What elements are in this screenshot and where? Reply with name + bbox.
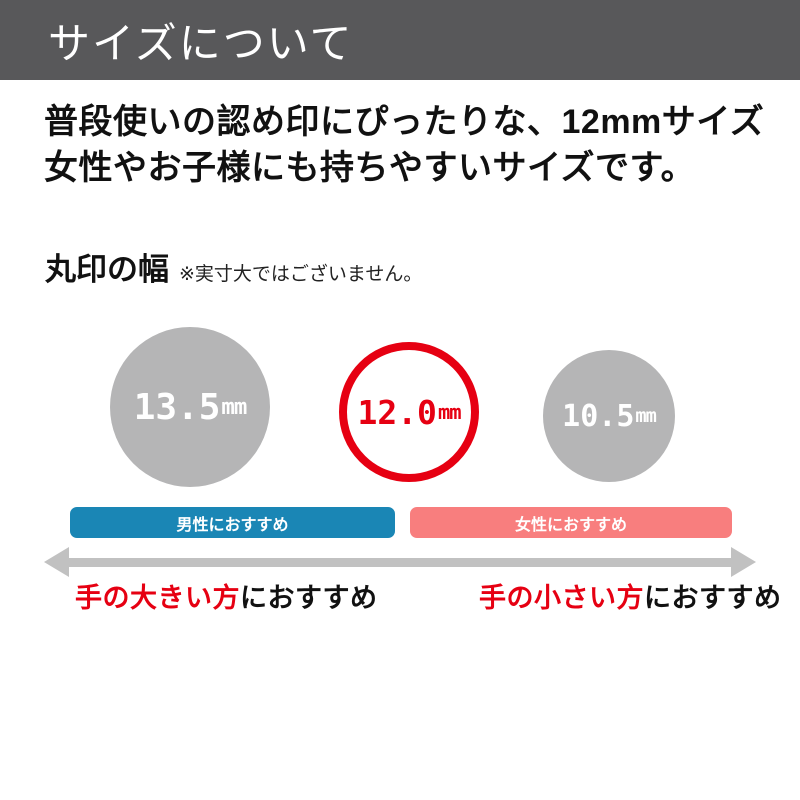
intro-line-2: 女性やお子様にも持ちやすいサイズです。 [44, 149, 696, 187]
section-header-bar: サイズについて [0, 0, 800, 80]
page-title: サイズについて [48, 19, 354, 67]
small-hands-highlight: 手の小さい方 [479, 583, 644, 613]
recommended-for-women-bar: 女性におすすめ [410, 507, 732, 538]
not-actual-size-note: ※実寸大ではございません。 [179, 264, 423, 285]
subsection-heading-row: 丸印の幅 ※実寸大ではございません。 [45, 244, 422, 289]
size-unit: mm [635, 405, 656, 427]
size-unit: mm [437, 400, 462, 424]
arrow-right-icon [731, 547, 756, 577]
size-value: 12.0 [357, 392, 437, 432]
size-circle-13-5mm: 13.5 mm [110, 327, 270, 487]
recommended-for-women-label: 女性におすすめ [514, 516, 627, 534]
intro-line-1: 普段使いの認め印にぴったりな、12mmサイズ [44, 103, 765, 141]
size-range-arrow [66, 558, 734, 567]
size-circle-10-5mm: 10.5 mm [543, 350, 675, 482]
recommended-for-men-bar: 男性におすすめ [70, 507, 395, 538]
recommended-for-men-label: 男性におすすめ [176, 516, 289, 534]
arrow-left-icon [44, 547, 69, 577]
intro-paragraph: 普段使いの認め印にぴったりな、12mmサイズ 女性やお子様にも持ちやすいサイズで… [44, 99, 764, 191]
size-value: 10.5 [562, 398, 635, 434]
size-circle-12-0mm-selected: 12.0 mm [339, 342, 479, 482]
large-hands-label: 手の大きい方におすすめ [75, 576, 378, 615]
subsection-title: 丸印の幅 [45, 252, 169, 287]
small-hands-rest: におすすめ [644, 583, 782, 613]
large-hands-rest: におすすめ [240, 583, 378, 613]
size-value: 13.5 [133, 386, 221, 428]
size-unit: mm [221, 394, 247, 420]
large-hands-highlight: 手の大きい方 [75, 583, 240, 613]
small-hands-label: 手の小さい方におすすめ [479, 576, 782, 615]
